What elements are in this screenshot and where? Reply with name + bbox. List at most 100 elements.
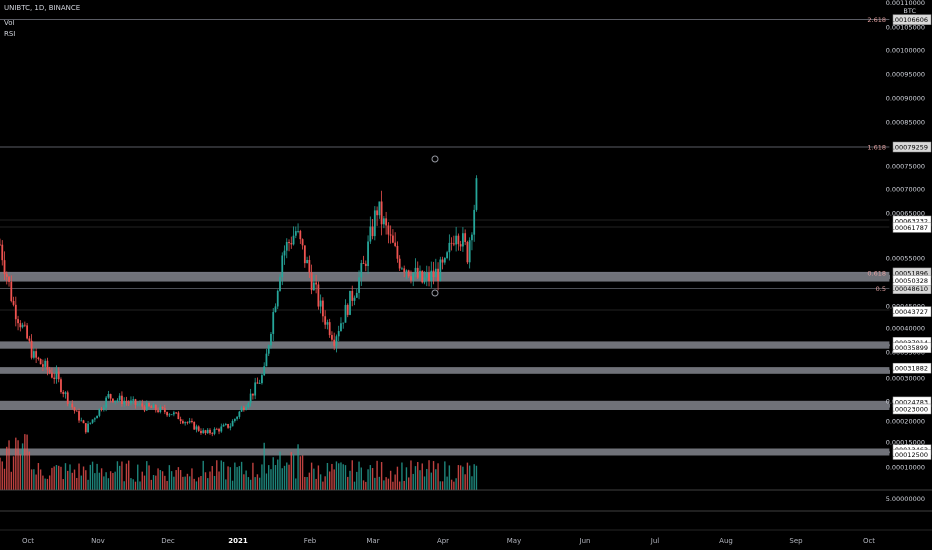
candle-body [362,263,365,264]
time-tick-label: Aug [719,537,733,545]
volume-bar [157,468,159,490]
candle-body [353,297,356,301]
volume-bar [71,472,73,490]
candle-body [322,300,324,317]
volume-bar [186,473,189,490]
level-price-tag: 0.00012500 [889,451,928,459]
volume-bar [383,480,385,490]
volume-bar [304,476,306,490]
volume-bar [412,473,414,490]
candle-body [371,226,374,237]
candle-body [157,410,159,412]
price-tick-label: 0.00020000 [886,418,925,426]
candle-body [324,316,327,325]
volume-bar [297,444,299,490]
candle-body [317,284,320,307]
candle-body [152,404,155,408]
candle-body [401,268,403,270]
candle-body [121,395,123,405]
volume-bar [89,464,92,490]
level-price-tag: 0.00023000 [889,406,928,414]
candle-body [294,231,297,236]
candle-body [163,408,166,413]
candle-body [143,406,146,411]
time-tick-label: May [507,537,521,545]
candle-body [319,300,322,307]
volume-bar [369,465,372,490]
fib-ratio-label: 0.618 [867,269,886,277]
candle-body [3,260,6,275]
volume-bar [417,462,419,490]
candle-body [23,324,26,326]
volume-bar [134,481,137,490]
candle-body [209,429,211,434]
candle-body [102,407,105,410]
candle-body [301,239,304,246]
volume-bar [116,461,119,490]
candle-body [270,333,272,346]
candle-body [335,336,338,346]
rsi-indicator-label[interactable]: RSI [4,30,16,38]
candle-body [211,433,214,434]
volume-bar [78,463,80,490]
candle-body [355,292,358,298]
volume-bar [396,466,399,490]
candle-body [403,268,406,273]
volume-bar [150,479,152,490]
volume-bar [87,479,89,490]
volume-bar [347,476,349,490]
candle-body [141,403,144,407]
candle-body [414,267,417,274]
volume-bar [231,480,234,490]
candle-body [373,210,376,237]
candle-body [452,243,455,245]
event-marker-icon[interactable] [431,289,439,297]
volume-bar [466,462,469,490]
time-tick-label: Dec [161,537,175,545]
volume-bar [98,472,101,490]
volume-bar [351,460,353,490]
candle-body [249,393,252,404]
candle-body [186,422,189,423]
candle-body [200,430,202,434]
candle-body [432,270,435,278]
volume-bar [444,461,446,490]
volume-bar [238,466,241,490]
volume-bar [423,476,426,490]
candle-body [218,429,220,432]
candle-body [227,423,229,428]
candle-body [170,414,173,416]
candle-body [412,273,415,281]
candle-body [39,358,42,365]
volume-bar [261,464,263,490]
volume-bar [96,463,98,490]
fib-price-tag: 0.00048610 [889,285,928,293]
volume-indicator-label[interactable]: Vol [4,19,15,27]
volume-bar [37,463,40,490]
volume-bar [265,473,268,490]
volume-bar [426,468,428,490]
volume-bar [277,459,279,490]
price-tick-label: 0.00075000 [886,163,925,171]
volume-bar [288,464,290,490]
candle-body [35,351,38,358]
price-tick-label: 0.00085000 [886,119,925,127]
volume-bar [344,465,347,490]
volume-bar [455,478,457,490]
volume-bar [1,461,3,490]
volume-bar [33,469,35,490]
candle-body [252,393,254,396]
price-tick-label: 0.00040000 [886,325,925,333]
volume-bar [405,467,408,490]
candle-body [87,423,89,433]
volume-bar [51,467,53,490]
candle-body [53,377,56,380]
volume-bars [0,434,478,490]
volume-bar [473,464,475,490]
volume-bar [315,478,317,490]
candle-body [182,421,184,424]
candle-body [367,241,369,267]
event-marker-icon[interactable] [431,155,439,163]
candle-body [297,231,299,232]
